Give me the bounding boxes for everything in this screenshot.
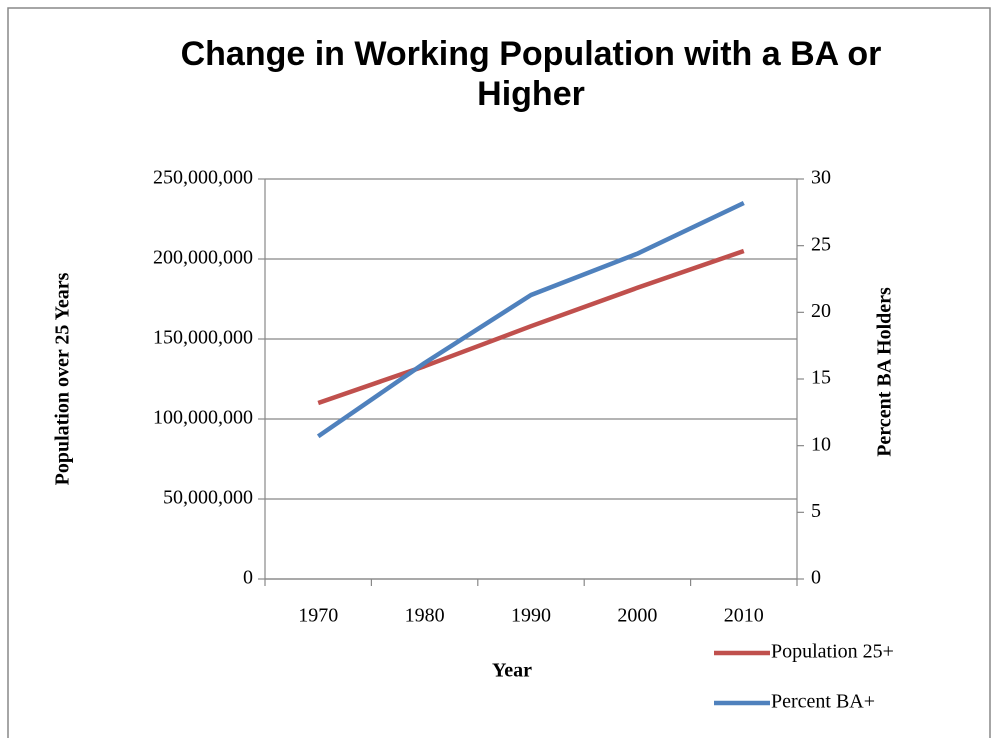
y2-axis-title: Percent BA Holders	[874, 287, 896, 457]
y2-tick-label: 10	[811, 433, 831, 455]
y-axis-title: Population over 25 Years	[52, 272, 74, 485]
x-axis-title: Year	[492, 660, 532, 682]
y2-tick-label: 30	[811, 167, 831, 189]
legend-label: Percent BA+	[771, 691, 875, 713]
x-tick-label: 1980	[405, 605, 445, 627]
y-tick-label: 200,000,000	[153, 247, 253, 269]
chart-title: Change in Working Population with a BA o…	[180, 35, 882, 113]
x-tick-label: 1970	[298, 605, 338, 627]
series-line	[316, 200, 745, 439]
x-tick-label: 1990	[511, 605, 551, 627]
y2-tick-label: 15	[811, 367, 831, 389]
y-tick-label: 0	[243, 567, 253, 589]
y2-tick-label: 25	[811, 233, 831, 255]
x-tick-label: 2000	[617, 605, 657, 627]
legend-label: Population 25+	[771, 641, 894, 663]
y2-tick-label: 0	[811, 567, 821, 589]
y-tick-label: 100,000,000	[153, 407, 253, 429]
y-tick-label: 150,000,000	[153, 327, 253, 349]
x-tick-label: 2010	[724, 605, 764, 627]
chart-border	[7, 7, 991, 738]
y2-tick-label: 5	[811, 500, 821, 522]
y-tick-label: 50,000,000	[163, 487, 253, 509]
series-line	[317, 248, 745, 406]
y-tick-label: 250,000,000	[153, 167, 253, 189]
y2-tick-label: 20	[811, 300, 831, 322]
